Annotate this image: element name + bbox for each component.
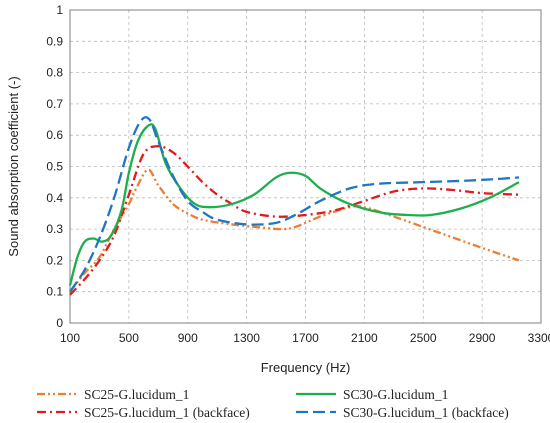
y-tick-label: 0.1 — [46, 285, 63, 299]
legend-label-1: SC25-G.lucidum_1 — [84, 387, 189, 402]
series-lines — [68, 116, 520, 296]
series-line-4 — [69, 116, 520, 293]
series-line-3 — [68, 123, 520, 286]
legend-label-4: SC30-G.lucidum_1 (backface) — [343, 405, 509, 420]
x-tick-label: 1300 — [233, 331, 260, 345]
y-axis-title: Sound absorption coefficient (-) — [6, 76, 21, 256]
y-tick-label: 0.2 — [46, 253, 63, 267]
x-tick-label: 500 — [119, 331, 139, 345]
legend-label-3: SC30-G.lucidum_1 — [343, 387, 448, 402]
x-tick-label: 900 — [178, 331, 198, 345]
y-tick-label: 0.8 — [46, 66, 63, 80]
y-tick-label: 1 — [56, 3, 63, 17]
grid — [69, 9, 542, 324]
y-tick-label: 0.7 — [46, 97, 63, 111]
y-tick-label: 0.9 — [46, 34, 63, 48]
legend-label-2: SC25-G.lucidum_1 (backface) — [84, 405, 250, 420]
y-tick-label: 0.3 — [46, 222, 63, 236]
legend: SC25-G.lucidum_1 SC25-G.lucidum_1 (backfa… — [37, 387, 509, 420]
y-tick-label: 0.5 — [46, 160, 63, 174]
y-tick-label: 0.6 — [46, 128, 63, 142]
plot-frame — [69, 9, 542, 324]
x-tick-label: 1700 — [292, 331, 319, 345]
series-line-2 — [69, 145, 519, 296]
y-tick-label: 0.4 — [46, 191, 63, 205]
x-tick-label: 2900 — [469, 331, 496, 345]
x-tick-label: 2500 — [410, 331, 437, 345]
x-axis-title: Frequency (Hz) — [261, 360, 351, 375]
series-line-1 — [69, 168, 520, 293]
y-tick-label: 0 — [56, 316, 63, 330]
x-tick-label: 100 — [60, 331, 80, 345]
x-tick-label: 2100 — [351, 331, 378, 345]
